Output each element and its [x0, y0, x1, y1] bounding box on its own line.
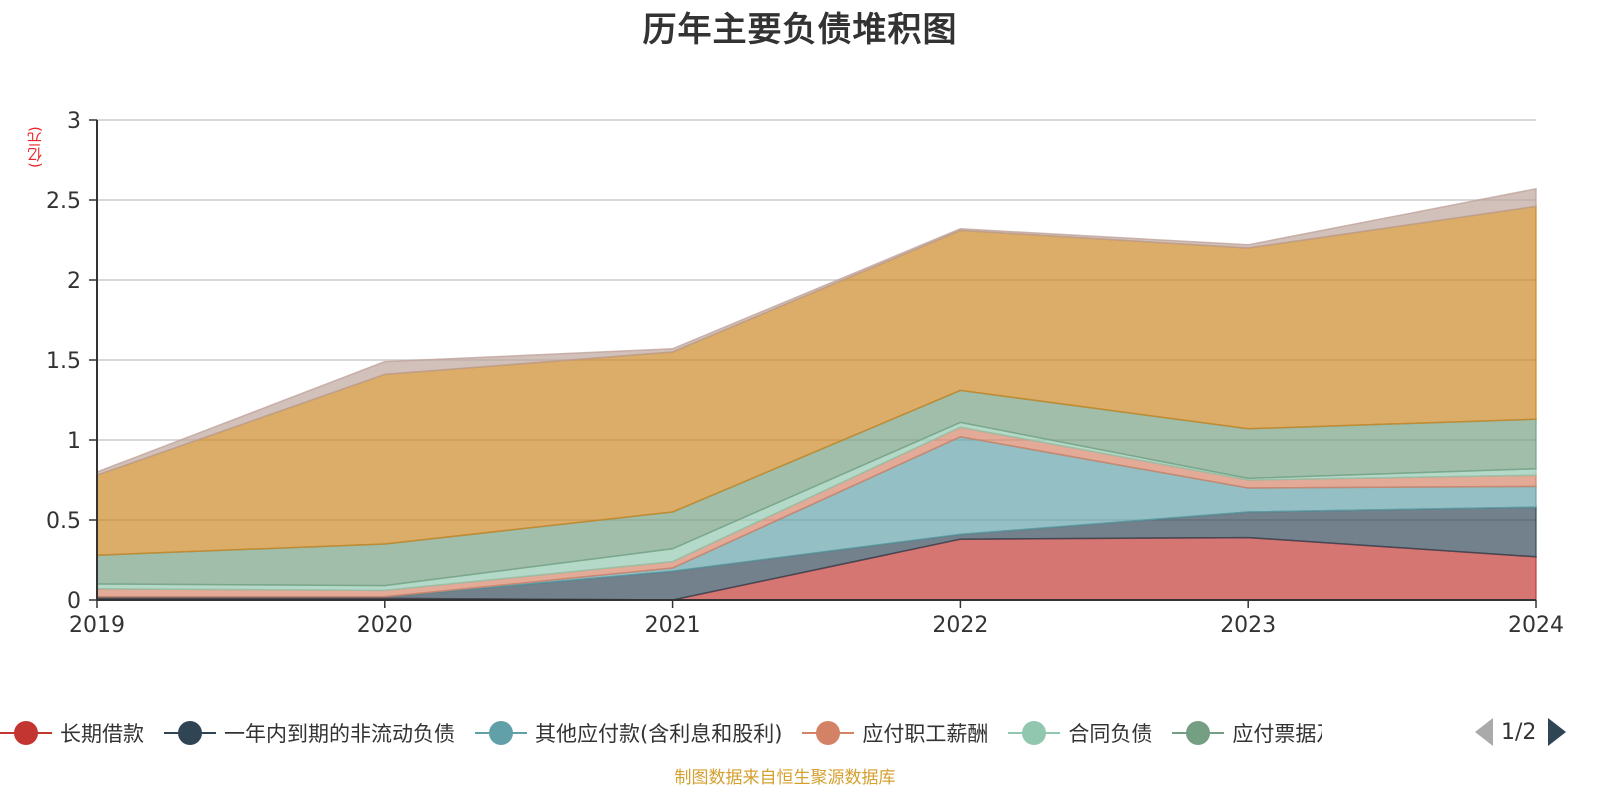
x-tick-label: 2024: [1508, 613, 1564, 638]
legend-page-indicator: 1/2: [1501, 719, 1537, 745]
legend-swatch-icon: [1172, 721, 1225, 745]
legend: 长期借款 一年内到期的非流动负债 其他应付款(含利息和股利) 应付职工薪酬 合同负债 应付…: [0, 713, 1600, 753]
legend-label: 应付职工薪酬: [862, 722, 989, 746]
legend-swatch-icon: [0, 721, 52, 745]
legend-item[interactable]: 合同负债: [1008, 718, 1152, 748]
legend-swatch-icon: [802, 721, 855, 745]
y-tick-label: 1.5: [46, 349, 81, 374]
legend-swatch-icon: [1008, 721, 1061, 745]
legend-label: 应付票据及应: [1232, 722, 1322, 746]
chart-title: 历年主要负债堆积图: [642, 10, 958, 50]
x-tick-label: 2023: [1220, 613, 1276, 638]
legend-item[interactable]: 应付票据及应: [1172, 718, 1322, 748]
data-source-note: 制图数据来自恒生聚源数据库: [674, 768, 896, 788]
area-series: [96, 187, 1537, 601]
legend-swatch-icon: [475, 721, 527, 745]
y-tick-label: 2: [67, 269, 81, 294]
legend-item[interactable]: 其他应付款(含利息和股利): [475, 718, 782, 748]
axes: 0 0.5 1 1.5 2 2.5 3 2019 2020 2021 2022 2023 2024: [46, 109, 1564, 638]
legend-item[interactable]: 长期借款: [0, 718, 144, 748]
x-tick-label: 2019: [69, 613, 125, 638]
legend-prev-page-icon[interactable]: [1475, 718, 1493, 746]
x-tick-label: 2020: [357, 613, 413, 638]
stacked-area-chart: 0 0.5 1 1.5 2 2.5 3 2019 2020 2021 2022 2023 2024: [46, 109, 1564, 638]
y-tick-label: 3: [67, 109, 81, 134]
x-tick-label: 2021: [645, 613, 701, 638]
legend-pager: 1/2: [1475, 718, 1567, 746]
y-tick-label: 0.5: [46, 509, 81, 534]
legend-next-page-icon[interactable]: [1548, 718, 1567, 746]
y-tick-label: 1: [67, 429, 81, 454]
legend-label: 一年内到期的非流动负债: [224, 722, 455, 746]
legend-label: 其他应付款(含利息和股利): [535, 722, 783, 746]
y-tick-label: 0: [67, 589, 81, 614]
legend-item[interactable]: 一年内到期的非流动负债: [164, 718, 455, 748]
area-series-7: [96, 187, 1537, 477]
legend-label: 合同负债: [1068, 722, 1153, 746]
y-tick-label: 2.5: [46, 189, 81, 214]
x-tick-label: 2022: [932, 613, 988, 638]
legend-swatch-icon: [164, 721, 216, 745]
legend-label: 长期借款: [60, 722, 144, 746]
legend-item[interactable]: 应付职工薪酬: [802, 718, 988, 748]
